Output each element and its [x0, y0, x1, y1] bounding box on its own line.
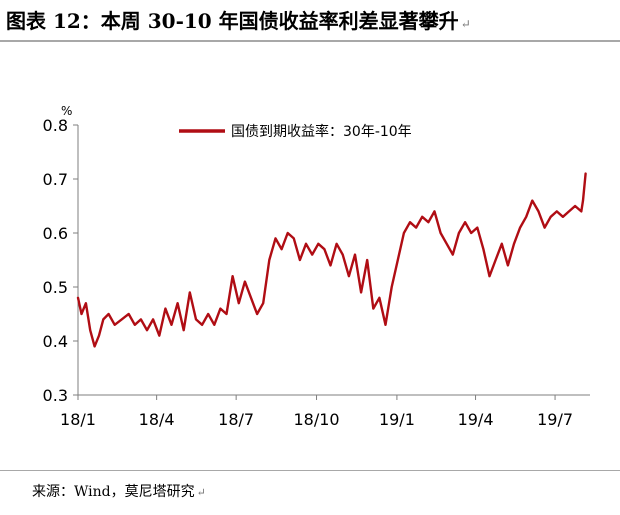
- x-tick-label: 18/1: [60, 410, 96, 429]
- plot-area: [76, 172, 587, 348]
- series-line: [76, 172, 587, 348]
- y-axis: 0.3 0.4 0.5 0.6 0.7 0.8%: [43, 104, 79, 405]
- figure-title: 图表 12：本周 30-10 年国债收益率利差显著攀升 ↵: [6, 6, 612, 36]
- y-tick-label: 0.4: [43, 332, 68, 351]
- paragraph-mark-icon: ↵: [196, 486, 206, 499]
- y-tick-label: 0.6: [43, 224, 68, 243]
- x-axis: 18/1 18/4 18/7 18/10 19/1 19/4 19/7: [60, 394, 590, 429]
- source-note: 来源：Wind，莫尼塔研究 ↵: [32, 482, 206, 503]
- y-tick-label: 0.7: [43, 170, 68, 189]
- x-tick-label: 18/10: [293, 410, 339, 429]
- footer-divider: [0, 470, 620, 471]
- y-axis-unit: %: [61, 104, 72, 118]
- figure-title-text: 图表 12：本周 30-10 年国债收益率利差显著攀升: [6, 9, 459, 33]
- x-tick-label: 18/7: [218, 410, 254, 429]
- x-tick-label: 18/4: [139, 410, 175, 429]
- x-tick-label: 19/1: [379, 410, 415, 429]
- line-chart: 0.3 0.4 0.5 0.6 0.7 0.8% 18/1 18/4 18/7 18/10 19/…: [43, 104, 590, 429]
- x-tick-label: 19/4: [458, 410, 494, 429]
- y-tick-label: 0.3: [43, 386, 68, 405]
- y-tick-label: 0.5: [43, 278, 68, 297]
- legend-label: 国债到期收益率：30年-10年: [231, 123, 412, 140]
- legend: 国债到期收益率：30年-10年: [179, 123, 412, 140]
- source-text: 来源：Wind，莫尼塔研究: [32, 484, 195, 500]
- y-tick-label: 0.8: [43, 116, 68, 135]
- paragraph-mark-icon: ↵: [460, 17, 471, 31]
- x-tick-label: 19/7: [537, 410, 573, 429]
- title-divider: [0, 40, 620, 42]
